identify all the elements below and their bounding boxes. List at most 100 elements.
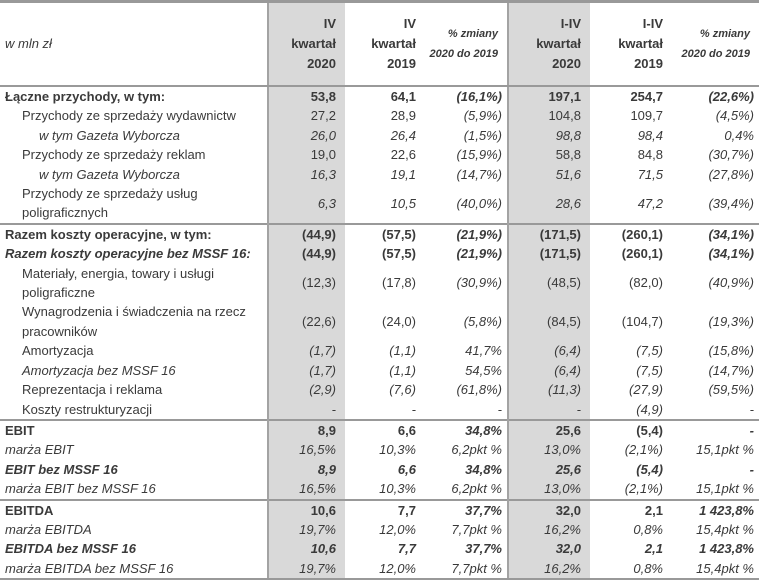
row-label: Przychody ze sprzedaży usług poligraficz… (22, 186, 198, 221)
cell-chg-ytd: (40,9%) (708, 275, 754, 291)
cell-q4-2019: 10,3% (379, 442, 416, 458)
row-label: Amortyzacja (22, 343, 94, 359)
row-label: w tym Gazeta Wyborcza (39, 166, 180, 182)
cell-q4-2020: 53,8 (267, 86, 345, 107)
header-row: w mln zł IV kwartał 2020 IV kwartał 2019 % zmia… (0, 1, 759, 87)
cell-chg-ytd: 1 423,8% (699, 541, 754, 557)
cell-chg-q4: 6,2pkt % (451, 481, 502, 497)
col-header-line: IV (403, 16, 416, 31)
row-label: EBITDA (0, 498, 268, 520)
cell-chg-ytd: 15,4pkt % (696, 560, 754, 576)
cell-q4-2019: 22,6 (390, 147, 416, 163)
cell-ytd-2020: (84,5) (507, 302, 590, 342)
col-header-line: % zmiany (699, 28, 750, 40)
row-label: Amortyzacja bez MSSF 16 (22, 362, 176, 378)
cell-q4-2019: 6,6 (397, 461, 416, 477)
cell-chg-ytd: - (672, 418, 759, 441)
cell-q4-2019: (57,5) (382, 246, 416, 262)
cell-chg-q4: 34,8% (465, 461, 502, 477)
row-label: EBIT (0, 418, 268, 441)
cell-chg-q4: (21,9%) (456, 246, 502, 262)
row-label: Koszty restrukturyzacji (22, 401, 153, 417)
row-label: marża EBITDA (5, 521, 92, 537)
cell-chg-ytd: (59,5%) (708, 382, 754, 398)
table-row: marża EBITDA bez MSSF 16 19,7% 12,0% 7,7pkt… (0, 558, 759, 580)
cell-chg-ytd: (22,6%) (708, 89, 754, 104)
cell-ytd-2019: (2,1%) (624, 442, 663, 458)
cell-chg-q4: (30,9%) (456, 275, 502, 291)
cell-chg-q4: 7,7pkt % (451, 560, 502, 576)
row-label: marża EBITDA bez MSSF 16 (5, 560, 174, 576)
col-header-line: I-IV (560, 16, 581, 31)
cell-q4-2020: 19,7% (267, 519, 345, 540)
cell-ytd-2020: 104,8 (507, 106, 590, 126)
cell-q4-2020: 19,0 (267, 145, 345, 165)
col-header-line: 2020 do 2019 (429, 48, 499, 60)
table-row: Przychody ze sprzedaży usług poligraficz… (0, 184, 759, 224)
row-label: marża EBIT bez MSSF 16 (5, 481, 156, 497)
cell-ytd-2020: 32,0 (507, 498, 590, 520)
cell-ytd-2019: 0,8% (633, 560, 663, 576)
cell-chg-ytd: 15,4pkt % (696, 521, 754, 537)
cell-q4-2020: 26,0 (267, 125, 345, 146)
cell-q4-2020: 27,2 (267, 106, 345, 126)
cell-q4-2020: 16,3 (267, 164, 345, 185)
cell-q4-2020: 16,5% (267, 440, 345, 460)
cell-chg-ytd: (19,3%) (708, 314, 754, 330)
cell-ytd-2020: 16,2% (507, 519, 590, 540)
row-label: Razem koszty operacyjne bez MSSF 16: (5, 246, 251, 262)
table-header: w mln zł IV kwartał 2020 IV kwartał 2019 % zmia… (0, 1, 759, 87)
col-header-line: 2020 do 2019 (681, 48, 751, 60)
col-header-line: 2020 (307, 56, 336, 71)
cell-q4-2019: (7,6) (389, 382, 416, 398)
row-label: Reprezentacja i reklama (22, 382, 163, 398)
cell-ytd-2020: (6,4) (507, 360, 590, 381)
cell-chg-q4: 6,2pkt % (451, 442, 502, 458)
cell-chg-ytd: 15,1pkt % (696, 481, 754, 497)
cell-chg-ytd: 1 423,8% (672, 498, 759, 520)
cell-chg-q4: (5,8%) (463, 314, 502, 330)
cell-q4-2020: 8,9 (267, 418, 345, 441)
table-row: Amortyzacja (1,7) (1,1) 41,7% (6,4) (7,5) (15,… (0, 341, 759, 361)
row-label: EBITDA bez MSSF 16 (5, 541, 136, 557)
table-row: Przychody ze sprzedaży wydawnictw 27,2 28,… (0, 106, 759, 126)
cell-chg-ytd: - (749, 461, 754, 477)
row-label: Łączne przychody, w tym: (5, 89, 166, 104)
cell-ytd-2020: 51,6 (507, 164, 590, 185)
cell-ytd-2020: (171,5) (507, 222, 590, 245)
cell-q4-2020: (1,7) (267, 341, 345, 361)
col-header-ytd-2019: I-IV kwartał 2019 (590, 1, 672, 87)
row-label: EBIT bez MSSF 16 (5, 461, 118, 477)
cell-q4-2019: 7,7 (397, 541, 416, 557)
cell-q4-2020: 6,3 (267, 184, 345, 224)
cell-ytd-2019: (82,0) (629, 275, 663, 291)
unit-label: w mln zł (0, 1, 268, 87)
cell-ytd-2020: 197,1 (507, 86, 590, 107)
cell-ytd-2020: 98,8 (507, 125, 590, 146)
col-header-line: kwartał (371, 36, 416, 51)
cell-q4-2019: 26,4 (390, 127, 416, 143)
cell-q4-2020: (1,7) (267, 360, 345, 381)
cell-q4-2019: 10,3% (379, 481, 416, 497)
cell-chg-ytd: (34,1%) (708, 246, 754, 262)
cell-q4-2019: 64,1 (390, 89, 416, 104)
col-header-line: kwartał (618, 36, 663, 51)
cell-ytd-2019: (260,1) (590, 222, 672, 245)
cell-q4-2019: 12,0% (379, 521, 416, 537)
cell-chg-q4: (1,5%) (463, 127, 502, 143)
cell-chg-q4: - (497, 401, 502, 417)
cell-q4-2019: 10,5 (390, 195, 416, 211)
table-row: marża EBIT 16,5% 10,3% 6,2pkt % 13,0% (2,1%) 1… (0, 440, 759, 460)
row-label: marża EBIT (5, 442, 74, 458)
cell-chg-ytd: 0,4% (724, 127, 754, 143)
cell-ytd-2019: (27,9) (629, 382, 663, 398)
cell-chg-q4: (61,8%) (456, 382, 502, 398)
cell-ytd-2019: 0,8% (633, 521, 663, 537)
table-row: marża EBIT bez MSSF 16 16,5% 10,3% 6,2pkt %… (0, 479, 759, 500)
row-label: Materiały, energia, towary i usługi poli… (22, 265, 214, 301)
cell-q4-2020: - (267, 399, 345, 420)
cell-chg-ytd: (34,1%) (672, 222, 759, 245)
cell-ytd-2019: (5,4) (636, 461, 663, 477)
